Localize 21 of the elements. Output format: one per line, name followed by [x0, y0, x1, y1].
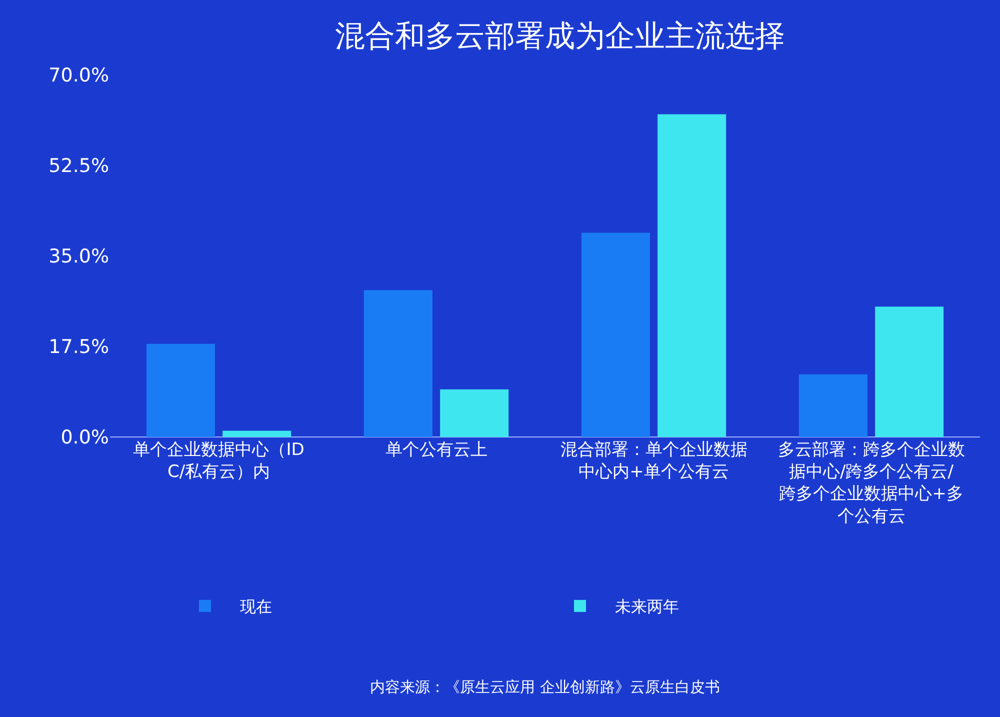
- bar: [440, 389, 509, 437]
- y-tick-label: 70.0%: [48, 64, 109, 87]
- bar: [875, 306, 944, 437]
- text: 内容来源：《原生云应用 企业创新路》云原生白皮书: [370, 678, 720, 696]
- legend-label: 现在: [240, 597, 272, 616]
- bar: [798, 374, 868, 437]
- x-tick-label: 多云部署：跨多个企业数据中心/跨多个公有云/跨多个企业数据中心+多个公有云: [778, 440, 965, 526]
- x-tick-label: 单个企业数据中心（IDC/私有云）内: [133, 440, 304, 482]
- y-tick-label: 17.5%: [48, 336, 109, 358]
- y-tick-label: 35.0%: [48, 246, 109, 268]
- chart-title: 混合和多云部署成为企业主流选择: [335, 19, 785, 54]
- y-tick-label: 52.5%: [48, 155, 109, 178]
- bar: [146, 344, 215, 437]
- bar: [222, 430, 292, 437]
- bar: [658, 114, 726, 437]
- bar: [364, 290, 432, 437]
- bar: [581, 232, 650, 437]
- y-tick-label: 0.0%: [60, 426, 109, 449]
- x-tick-label: 单个公有云上: [385, 440, 488, 460]
- legend-label: 未来两年: [615, 597, 679, 616]
- x-tick-label: 混合部署：单个企业数据中心内+单个公有云: [560, 440, 748, 482]
